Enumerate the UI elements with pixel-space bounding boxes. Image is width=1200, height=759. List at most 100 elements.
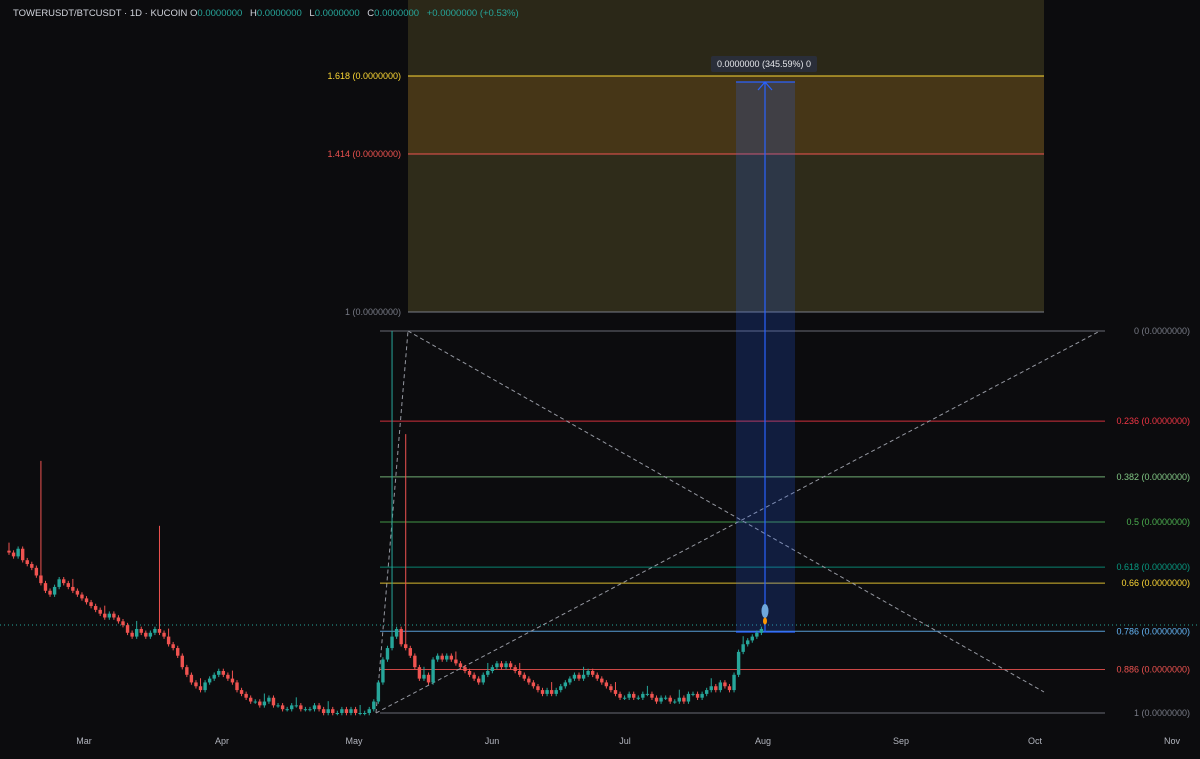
fib-level-label: 0.66 (0.0000000): [1121, 578, 1190, 588]
candle: [422, 674, 426, 679]
candle: [230, 678, 235, 683]
candle: [613, 690, 618, 694]
candle: [125, 625, 130, 633]
candle: [244, 693, 248, 698]
candle: [540, 690, 545, 694]
candle: [695, 693, 700, 698]
candle: [258, 701, 262, 706]
low-value: 0.0000000: [314, 8, 360, 19]
candle: [641, 693, 645, 698]
candle: [581, 674, 586, 679]
candle: [321, 709, 326, 713]
candle: [568, 678, 572, 683]
candle: [463, 667, 467, 671]
candle: [116, 617, 121, 622]
candle: [285, 709, 289, 711]
candle: [381, 659, 385, 683]
candle: [518, 670, 522, 675]
x-tick-label: Nov: [1164, 736, 1181, 746]
candle: [71, 586, 75, 591]
fib-level-label: 0.382 (0.0000000): [1116, 472, 1190, 482]
candle: [180, 655, 184, 668]
candle: [385, 648, 390, 660]
candle: [185, 667, 189, 675]
open-value: 0.0000000: [197, 8, 243, 19]
candle: [527, 678, 531, 683]
fib-level-label: 0.786 (0.0000000): [1116, 626, 1190, 636]
candle: [554, 690, 558, 694]
candle: [280, 705, 285, 710]
fib-level-label: 0.886 (0.0000000): [1116, 664, 1190, 674]
candle: [340, 709, 344, 713]
candle: [727, 686, 732, 691]
candle: [408, 648, 412, 656]
candle: [650, 693, 654, 698]
candle: [189, 674, 194, 683]
candle: [148, 632, 153, 637]
x-tick-label: Jun: [485, 736, 500, 746]
candle: [718, 682, 723, 691]
x-tick-label: Apr: [215, 736, 229, 746]
candle: [367, 709, 371, 713]
candle: [16, 548, 20, 557]
candle: [308, 709, 312, 711]
candle: [299, 705, 303, 710]
candle: [212, 674, 216, 679]
candle: [490, 667, 495, 671]
separator: ·: [144, 8, 148, 19]
candle: [476, 678, 481, 683]
candle: [445, 655, 449, 660]
candle: [486, 670, 490, 675]
candle: [235, 682, 239, 691]
candle: [549, 690, 554, 694]
fib-diagonal-line: [407, 330, 1045, 693]
candle: [130, 632, 134, 637]
candle: [276, 705, 280, 707]
extension-level-label: 1.414 (0.0000000): [327, 149, 401, 159]
candle: [746, 640, 750, 645]
candle: [290, 705, 294, 710]
close-label: C: [367, 8, 375, 19]
high-value: 0.0000000: [256, 8, 302, 19]
symbol-name[interactable]: TOWERUSDT/BTCUSDT: [13, 8, 122, 19]
candle: [226, 674, 230, 679]
candle: [508, 663, 513, 668]
candle: [700, 693, 704, 698]
candle: [627, 693, 631, 698]
candle: [7, 550, 11, 553]
candle: [632, 693, 636, 698]
candle: [75, 590, 80, 595]
candle: [454, 659, 458, 664]
candle: [600, 678, 604, 683]
candle: [103, 613, 107, 618]
x-tick-label: Sep: [893, 736, 909, 746]
candle: [30, 564, 34, 568]
high-label: H: [249, 8, 257, 19]
fib-level-label: 0.5 (0.0000000): [1126, 517, 1190, 527]
candle: [207, 678, 212, 683]
candle: [499, 663, 504, 668]
timeframe[interactable]: 1D: [129, 8, 142, 19]
candle: [504, 663, 508, 668]
candle: [62, 579, 66, 584]
candle: [595, 674, 599, 679]
candle: [317, 705, 321, 710]
candle: [66, 583, 70, 587]
candle: [563, 682, 568, 687]
candle: [121, 621, 125, 626]
candle: [645, 693, 650, 695]
candle: [449, 655, 454, 660]
candle: [239, 690, 244, 694]
candle: [682, 697, 686, 702]
candle: [709, 686, 713, 691]
fib-level-label: 0 (0.0000000): [1134, 326, 1190, 336]
candle: [34, 567, 39, 576]
x-tick-label: Mar: [76, 736, 92, 746]
candle: [609, 686, 613, 691]
candle: [84, 598, 89, 603]
fib-level-label: 0.618 (0.0000000): [1116, 562, 1190, 572]
candle: [513, 667, 517, 671]
candle: [372, 701, 376, 710]
